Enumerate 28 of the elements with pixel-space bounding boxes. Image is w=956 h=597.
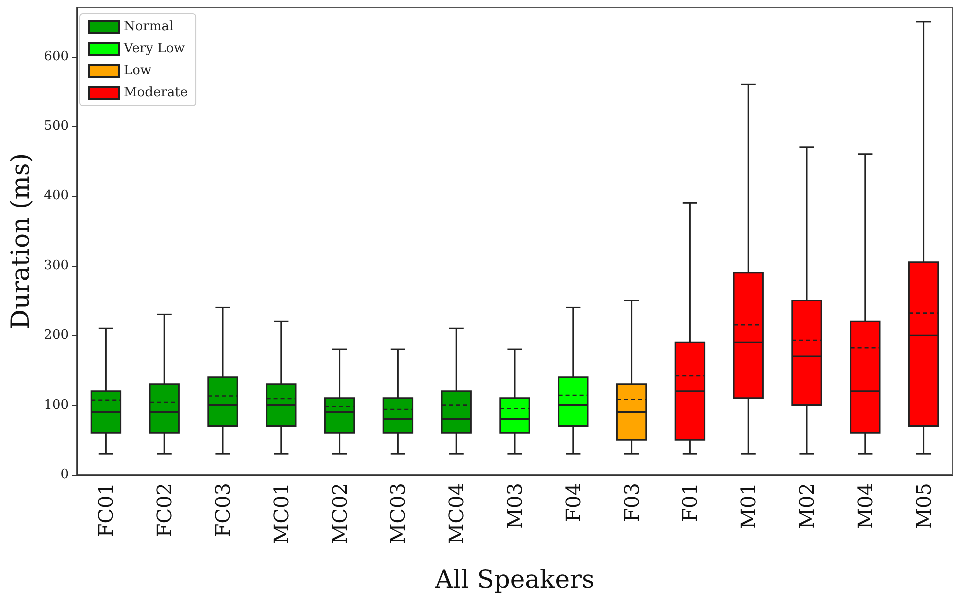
x-tick-label: F01 <box>678 483 702 522</box>
x-tick-label: MC04 <box>444 483 469 544</box>
legend-label: Moderate <box>124 86 188 100</box>
x-tick-label: F03 <box>620 483 644 522</box>
y-tick-label: 100 <box>44 398 69 413</box>
x-tick-label: M02 <box>795 483 819 529</box>
x-tick-label: F04 <box>561 483 586 522</box>
x-axis-title: All Speakers <box>434 565 595 594</box>
x-tick-label: M04 <box>853 483 878 529</box>
x-tick-label: MC02 <box>328 483 352 544</box>
y-axis-title: Duration (ms) <box>6 153 35 330</box>
y-tick-label: 500 <box>44 118 69 134</box>
y-tick-label: 400 <box>44 188 69 204</box>
x-tick-label: M03 <box>503 483 527 529</box>
y-tick-label: 300 <box>44 258 69 274</box>
legend-label: Normal <box>124 20 174 34</box>
x-tick-label: M01 <box>736 483 761 529</box>
legend-label: Very Low <box>123 42 186 56</box>
x-tick-label: FC03 <box>211 483 235 538</box>
x-tick-label: MC03 <box>386 483 410 544</box>
x-tick-label: M05 <box>912 483 936 529</box>
x-tick-label: FC02 <box>152 483 177 538</box>
y-tick-label: 0 <box>60 468 69 482</box>
y-tick-label: 600 <box>44 49 69 64</box>
legend-label: Low <box>124 64 152 78</box>
x-tick-label: MC01 <box>269 483 294 544</box>
x-tick-label: FC01 <box>94 483 118 538</box>
y-tick-label: 200 <box>44 328 69 344</box>
